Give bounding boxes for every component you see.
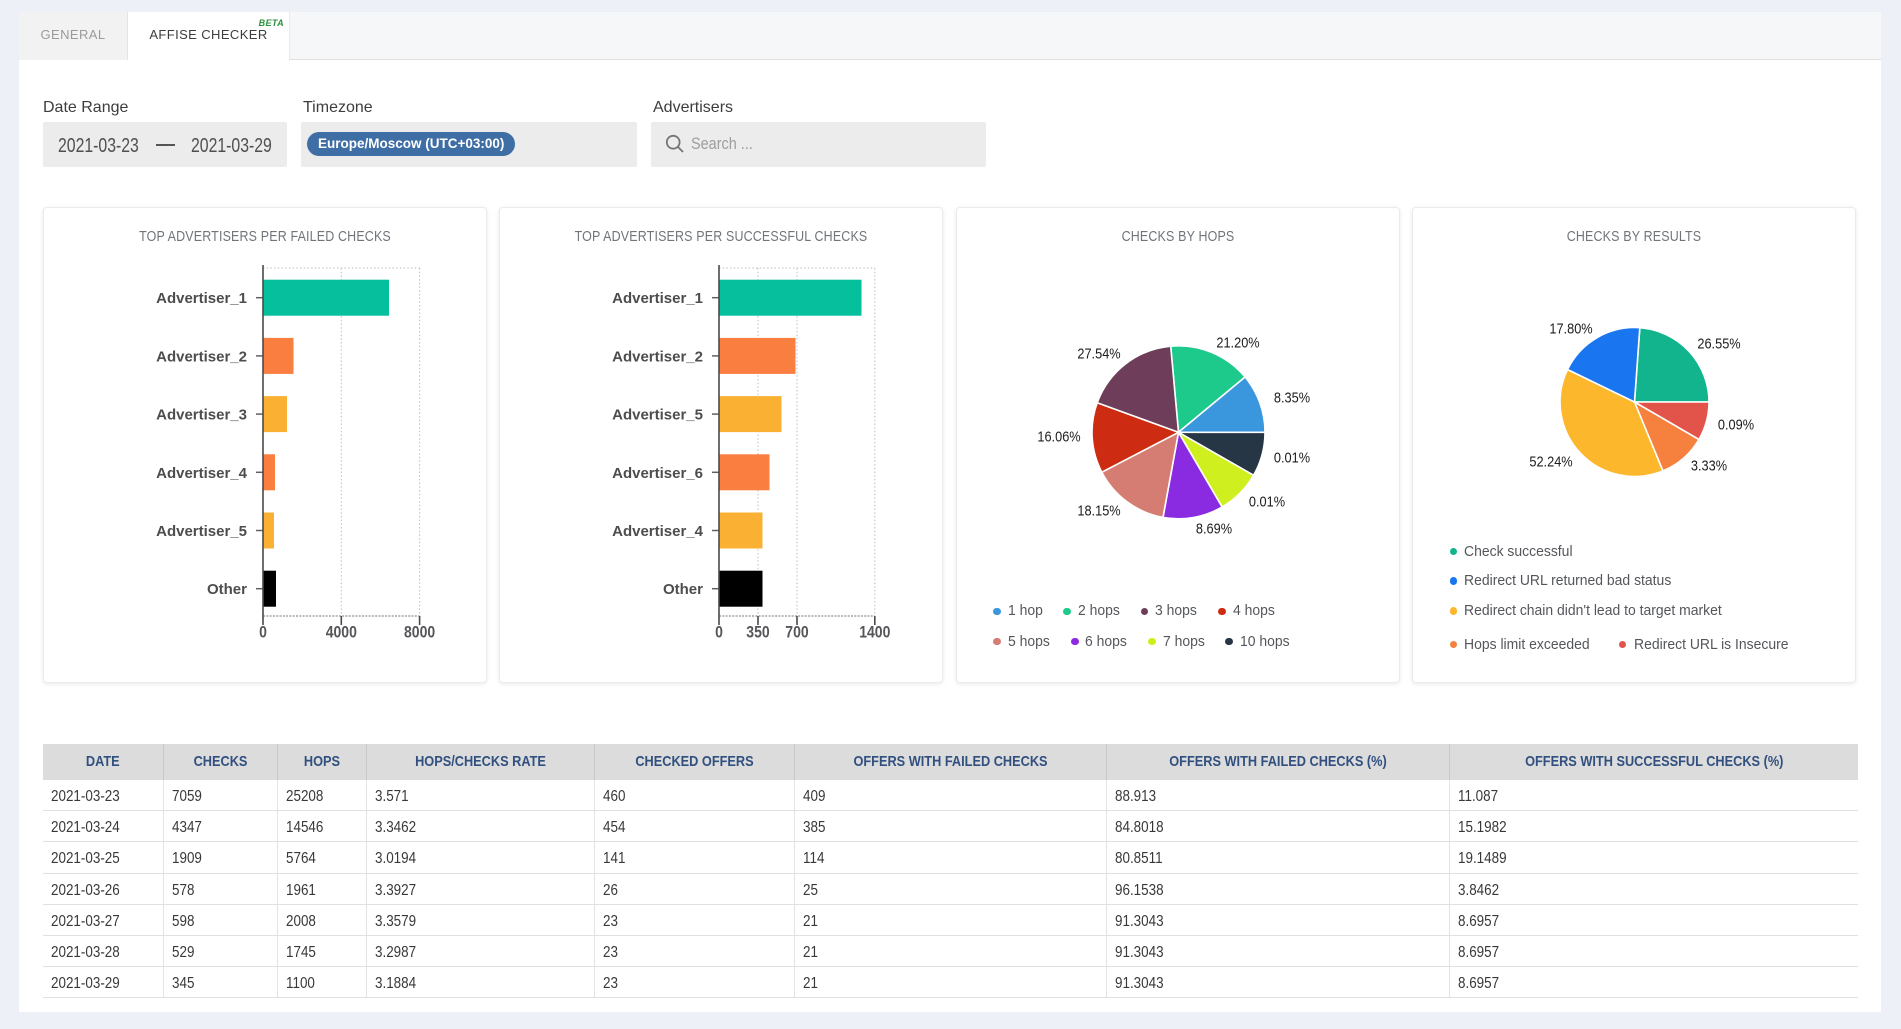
svg-text:Advertiser_2: Advertiser_2 <box>612 348 703 365</box>
svg-text:Advertiser_2: Advertiser_2 <box>156 348 247 365</box>
svg-text:Advertiser_4: Advertiser_4 <box>612 523 704 540</box>
svg-text:4000: 4000 <box>326 623 357 641</box>
svg-text:Advertiser_6: Advertiser_6 <box>612 465 703 482</box>
svg-text:8000: 8000 <box>404 623 435 641</box>
svg-text:Advertiser_1: Advertiser_1 <box>156 290 247 307</box>
svg-text:0: 0 <box>715 623 723 641</box>
svg-text:0: 0 <box>259 623 267 641</box>
svg-text:Advertiser_5: Advertiser_5 <box>156 523 247 540</box>
svg-text:Other: Other <box>663 581 703 598</box>
svg-text:350: 350 <box>746 623 769 641</box>
svg-text:Advertiser_1: Advertiser_1 <box>612 290 703 307</box>
svg-text:Advertiser_3: Advertiser_3 <box>156 407 247 424</box>
svg-text:Advertiser_4: Advertiser_4 <box>156 465 248 482</box>
svg-text:Other: Other <box>207 581 247 598</box>
svg-text:1400: 1400 <box>859 623 890 641</box>
svg-text:700: 700 <box>785 623 808 641</box>
svg-text:Advertiser_5: Advertiser_5 <box>612 407 703 424</box>
